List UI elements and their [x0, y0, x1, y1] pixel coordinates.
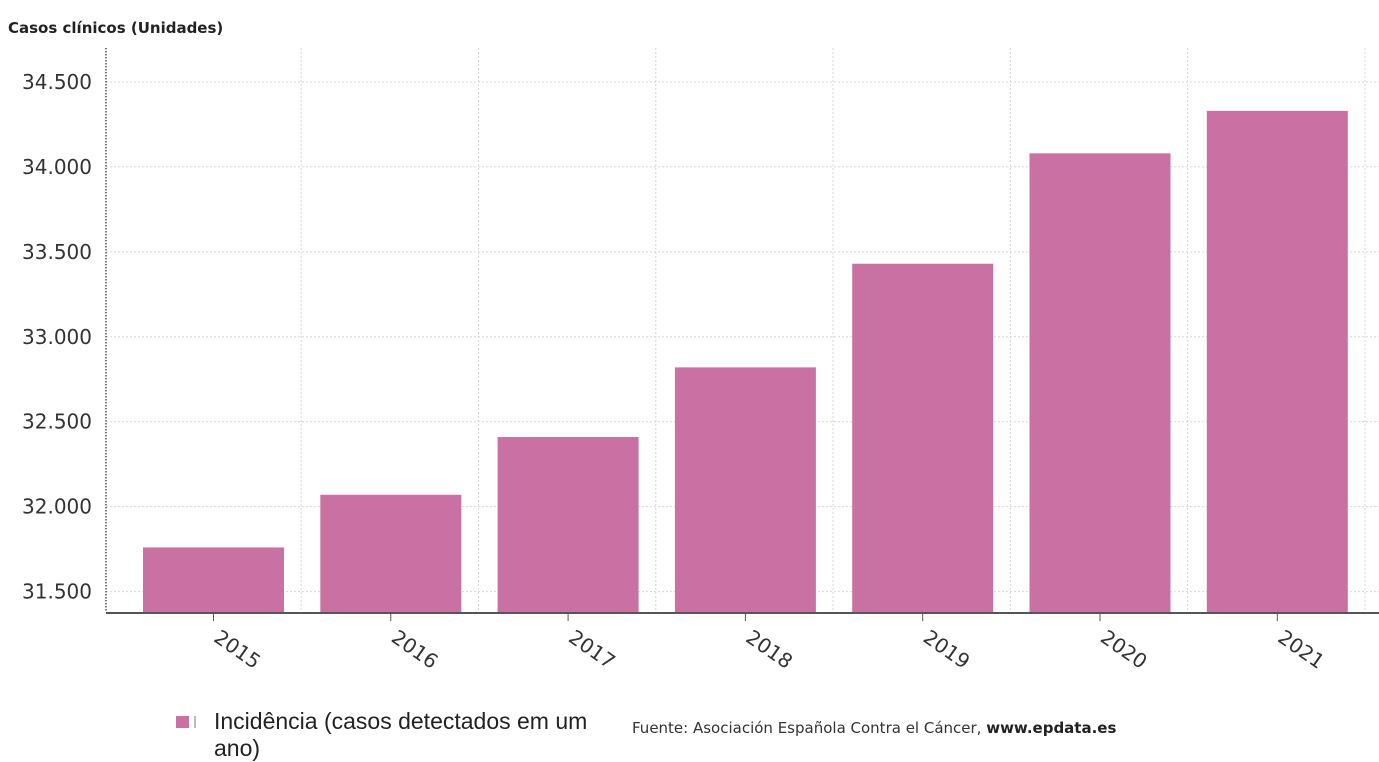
legend-swatch — [176, 716, 189, 728]
x-tick-label: 2019 — [919, 625, 974, 674]
source-credit: Fuente: Asociación Española Contra el Cá… — [632, 719, 1116, 737]
x-tick-label: 2018 — [742, 625, 797, 674]
legend: Incidência (casos detectados em um ano) — [176, 708, 614, 762]
bar — [143, 547, 284, 612]
gridlines — [106, 48, 1379, 612]
y-tick-label: 32.500 — [22, 410, 92, 434]
bar — [1029, 153, 1171, 612]
y-tick-label: 32.000 — [22, 495, 92, 519]
bar — [674, 367, 816, 612]
y-tick-labels: 31.500 32.000 32.500 33.000 33.500 34.000 34.5… — [22, 70, 92, 604]
x-tick-label: 2016 — [387, 625, 442, 674]
x-tick-label: 2020 — [1096, 625, 1151, 674]
y-tick-label: 33.000 — [22, 325, 92, 349]
axes — [105, 48, 1379, 621]
x-tick-label: 2015 — [210, 625, 265, 674]
y-tick-label: 34.500 — [22, 70, 92, 94]
x-tick-label: 2021 — [1274, 625, 1329, 674]
source-prefix: Fuente: Asociación Española Contra el Cá… — [632, 719, 987, 737]
source-site: www.epdata.es — [986, 719, 1117, 737]
y-tick-label: 34.000 — [22, 155, 92, 179]
legend-divider — [194, 716, 196, 728]
bar — [320, 494, 462, 612]
y-tick-label: 33.500 — [22, 240, 92, 264]
x-tick-label: 2017 — [564, 625, 619, 674]
bar — [852, 263, 994, 612]
bar — [497, 437, 639, 612]
bars — [143, 110, 1348, 613]
bar-chart: Casos clínicos (Unidades) 31.500 32.000 32… — [8, 19, 1379, 674]
x-tick-labels: 2015 2016 2017 2018 2019 2020 2021 — [210, 625, 1329, 674]
legend-label: Incidência (casos detectados em um ano) — [214, 708, 588, 761]
y-axis-title: Casos clínicos (Unidades) — [8, 19, 223, 37]
y-tick-label: 31.500 — [22, 580, 92, 604]
bar — [1206, 110, 1348, 613]
